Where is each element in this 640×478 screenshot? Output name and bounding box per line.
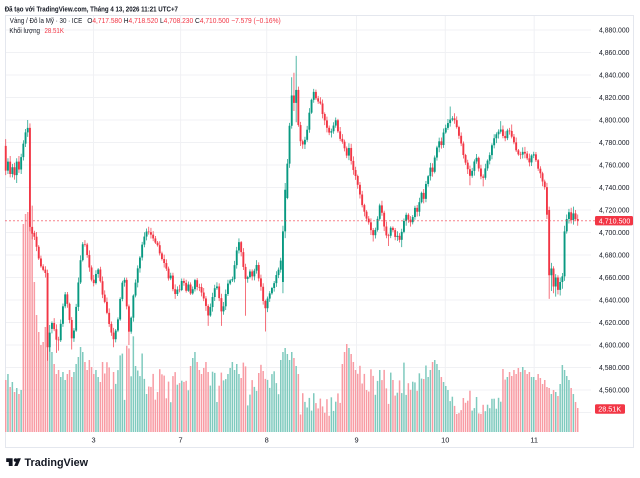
svg-text:28.51K: 28.51K [45, 26, 65, 35]
svg-text:Vàng / Đô la Mỹ · 30 · ICE: Vàng / Đô la Mỹ · 30 · ICE [10, 16, 83, 25]
svg-text:O4,717.580 H4,718.520 L4,708.2: O4,717.580 H4,718.520 L4,708.230 C4,710.… [87, 16, 281, 25]
svg-text:4,620.000: 4,620.000 [599, 318, 630, 327]
svg-text:4,740.000: 4,740.000 [599, 183, 630, 192]
svg-text:4,840.000: 4,840.000 [599, 71, 630, 80]
svg-text:4,580.000: 4,580.000 [599, 363, 630, 372]
svg-text:4,820.000: 4,820.000 [599, 93, 630, 102]
svg-text:4,680.000: 4,680.000 [599, 251, 630, 260]
svg-text:4,760.000: 4,760.000 [599, 161, 630, 170]
svg-text:3: 3 [91, 436, 95, 445]
svg-text:28.51K: 28.51K [598, 405, 621, 414]
svg-text:Đã tạo với TradingView.com, Th: Đã tạo với TradingView.com, Tháng 4 13, … [5, 5, 178, 14]
svg-text:4,660.000: 4,660.000 [599, 273, 630, 282]
svg-text:4,700.000: 4,700.000 [599, 228, 630, 237]
svg-text:Khối lượng: Khối lượng [9, 26, 40, 35]
svg-text:TradingView: TradingView [25, 457, 89, 469]
svg-text:11: 11 [530, 436, 538, 445]
svg-text:4,800.000: 4,800.000 [599, 116, 630, 125]
svg-text:4,780.000: 4,780.000 [599, 138, 630, 147]
svg-text:10: 10 [441, 436, 449, 445]
svg-text:4,600.000: 4,600.000 [599, 341, 630, 350]
svg-text:7: 7 [179, 436, 183, 445]
svg-text:4,880.000: 4,880.000 [599, 26, 630, 35]
svg-text:4,560.000: 4,560.000 [599, 386, 630, 395]
svg-text:4,860.000: 4,860.000 [599, 48, 630, 57]
svg-text:9: 9 [354, 436, 358, 445]
svg-text:4,720.000: 4,720.000 [599, 206, 630, 215]
svg-text:4,710.500: 4,710.500 [599, 216, 631, 225]
svg-text:4,640.000: 4,640.000 [599, 296, 630, 305]
svg-text:8: 8 [265, 436, 269, 445]
